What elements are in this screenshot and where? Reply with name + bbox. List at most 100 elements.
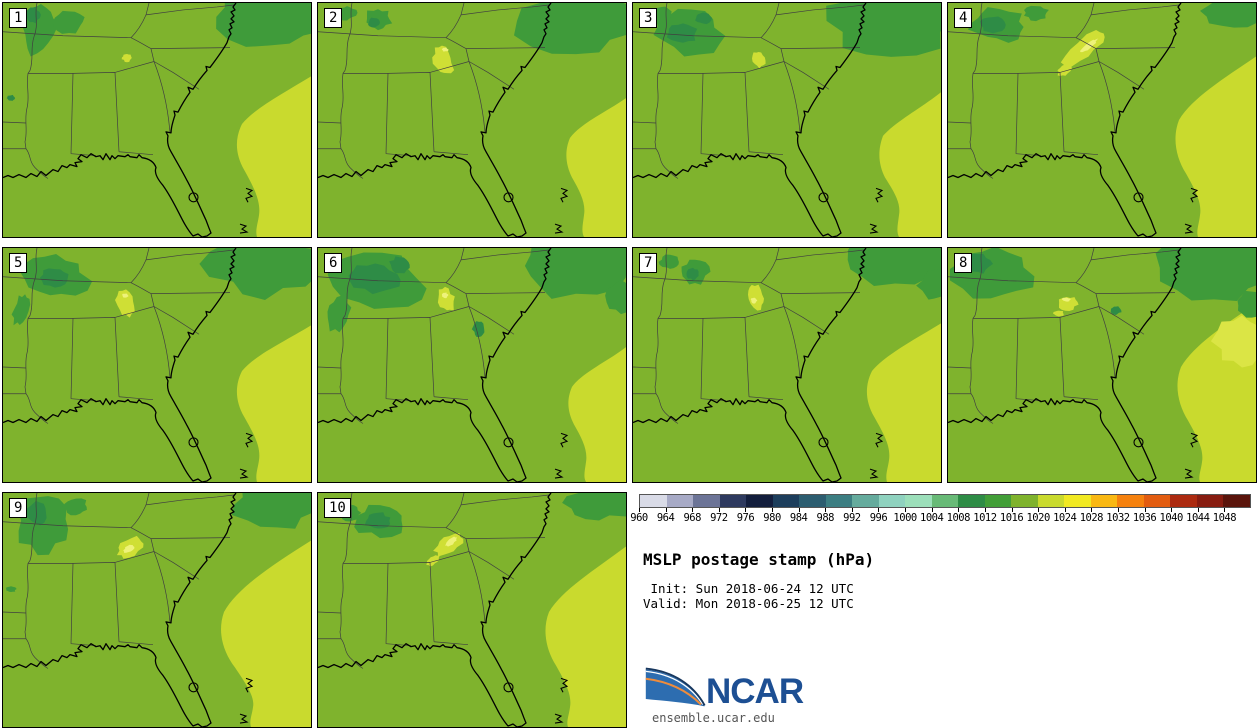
colorbar-tick: [1171, 508, 1173, 512]
colorbar-segment: [905, 495, 932, 507]
high-pressure-region: [568, 347, 626, 482]
ensemble-member-panel-10: 10: [317, 492, 627, 728]
colorbar-tick: [639, 508, 640, 512]
colorbar-tick: [851, 508, 853, 512]
pressure-patch-light: [748, 284, 764, 311]
pressure-patch-dark: [232, 493, 311, 529]
colorbar-segment: [1223, 495, 1250, 507]
colorbar: [639, 494, 1251, 508]
legend-block: 960 964 968 972 976 980 984 988 992 996 1000 1004 10…: [630, 492, 1256, 726]
colorbar-tick: [1224, 508, 1226, 512]
pressure-patch-darker: [695, 12, 712, 25]
mslp-map: [948, 3, 1256, 237]
pressure-patch-darker: [666, 23, 698, 43]
colorbar-segment: [878, 495, 906, 507]
panel-number-label: 6: [324, 253, 343, 273]
colorbar-tick: [984, 508, 986, 512]
pressure-patch-light: [426, 555, 440, 567]
pressure-patch-light: [432, 45, 455, 74]
colorbar-tick-label: 1000: [893, 512, 917, 524]
ensemble-member-panel-8: 8: [947, 247, 1257, 483]
pressure-patch-dark: [916, 268, 941, 300]
pressure-patch-darker: [6, 94, 16, 101]
init-time: Init: Sun 2018-06-24 12 UTC: [643, 581, 854, 596]
colorbar-tick-label: 976: [736, 512, 755, 524]
colorbar-segment: [958, 495, 985, 507]
colorbar-tick-label: 1004: [920, 512, 944, 524]
colorbar-tick-label: 964: [656, 512, 675, 524]
pressure-patch-light: [121, 53, 132, 63]
pressure-patch-darker: [1110, 306, 1122, 316]
pressure-patch-light: [752, 51, 766, 69]
pressure-patch-light: [1053, 310, 1064, 317]
panel-number-label: 5: [9, 253, 28, 273]
pressure-patch-darker: [368, 17, 380, 28]
pressure-patch-light: [437, 286, 455, 311]
high-pressure-region: [566, 98, 626, 237]
colorbar-tick-label: 980: [763, 512, 781, 524]
panel-number-label: 2: [324, 8, 343, 28]
colorbar-tick: [1091, 508, 1093, 512]
colorbar-tick-label: 1036: [1132, 512, 1157, 524]
pressure-patch-darker: [365, 512, 391, 529]
colorbar-tick-label: 1008: [946, 512, 971, 524]
ncar-logo: NCAR: [644, 664, 804, 711]
pressure-patch-dark: [1155, 248, 1256, 301]
mslp-map: [318, 3, 626, 237]
pressure-patch-dark: [1237, 290, 1256, 318]
colorbar-segment: [1090, 495, 1118, 507]
pressure-patch-core: [441, 47, 449, 52]
ncar-logo-text: NCAR: [706, 672, 804, 711]
colorbar-segment: [852, 495, 879, 507]
pressure-patch-dark: [658, 254, 679, 269]
colorbar-tick-label: 960: [630, 512, 648, 524]
colorbar-segment: [799, 495, 826, 507]
pressure-patch-core: [445, 536, 457, 547]
colorbar-tick: [878, 508, 880, 512]
colorbar-tick-label: 1024: [1053, 512, 1077, 524]
panel-number-label: 9: [9, 498, 28, 518]
pressure-patch-dark: [199, 248, 311, 300]
colorbar-tick-label: 992: [843, 512, 861, 524]
colorbar-segment: [1011, 495, 1038, 507]
colorbar-tick-label: 996: [869, 512, 888, 524]
mslp-map: [948, 248, 1256, 482]
colorbar-segment: [640, 495, 667, 507]
ensemble-member-panel-9: 9: [2, 492, 312, 728]
pressure-patch-dark: [826, 3, 941, 57]
ensemble-member-panel-4: 4: [947, 2, 1257, 238]
colorbar-segment: [746, 495, 773, 507]
colorbar-tick: [1144, 508, 1146, 512]
panel-number-label: 8: [954, 253, 973, 273]
ensemble-member-panel-5: 5: [2, 247, 312, 483]
pressure-patch-darker: [24, 501, 47, 526]
ensemble-member-panel-6: 6: [317, 247, 627, 483]
colorbar-tick: [718, 508, 720, 512]
pressure-patch-dark: [1200, 3, 1256, 28]
colorbar-segment: [1117, 495, 1144, 507]
pressure-patch-dark: [524, 248, 626, 299]
colorbar-segment: [984, 495, 1012, 507]
ncar-logo-swoosh-icon: [645, 667, 706, 707]
pressure-patch-light: [1057, 63, 1072, 76]
ensemble-member-panel-3: 3: [632, 2, 942, 238]
panel-number-label: 4: [954, 8, 973, 28]
pressure-patch-core: [1080, 38, 1099, 53]
colorbar-tick-label: 1044: [1186, 512, 1210, 524]
colorbar-tick-label: 988: [816, 512, 835, 524]
mslp-map: [633, 3, 941, 237]
website-url: ensemble.ucar.edu: [652, 711, 775, 725]
pressure-patch-dark: [562, 493, 626, 521]
colorbar-segment: [693, 495, 720, 507]
colorbar-segment: [719, 495, 747, 507]
panel-number-label: 3: [639, 8, 658, 28]
colorbar-tick: [665, 508, 667, 512]
panel-number-label: 10: [324, 498, 351, 518]
colorbar-tick-label: 968: [683, 512, 701, 524]
pressure-patch-dark: [11, 294, 31, 326]
pressure-patch-darker: [389, 256, 410, 274]
colorbar-segment: [1064, 495, 1091, 507]
colorbar-segment: [772, 495, 800, 507]
valid-time: Valid: Mon 2018-06-25 12 UTC: [643, 596, 854, 611]
colorbar-tick-label: 984: [789, 512, 808, 524]
